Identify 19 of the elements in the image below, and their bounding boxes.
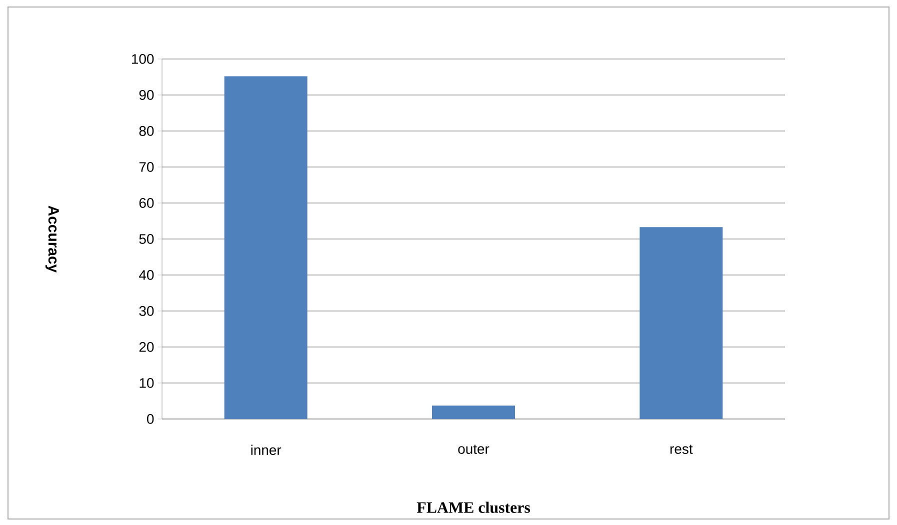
bar: [432, 406, 516, 419]
y-tick-label: 50: [139, 234, 154, 244]
y-axis-title: Accuracy: [45, 206, 59, 273]
y-tick-label: 20: [139, 342, 154, 352]
y-tick-label: 40: [139, 270, 154, 280]
x-tick-label: rest: [670, 444, 693, 454]
x-axis-title: FLAME clusters: [416, 502, 530, 513]
x-tick-label: inner: [251, 444, 282, 456]
y-tick-label: 90: [139, 90, 154, 100]
y-tick-label: 10: [140, 378, 154, 388]
y-tick-label: 80: [139, 126, 154, 136]
y-tick-label: 60: [139, 198, 154, 208]
y-tick-label: 30: [139, 306, 154, 316]
y-tick-label: 0: [147, 414, 154, 424]
y-tick-label: 100: [132, 54, 154, 64]
bar: [224, 76, 308, 419]
x-tick-label: outer: [458, 444, 490, 454]
bar: [640, 227, 723, 419]
y-tick-label: 70: [139, 162, 154, 172]
